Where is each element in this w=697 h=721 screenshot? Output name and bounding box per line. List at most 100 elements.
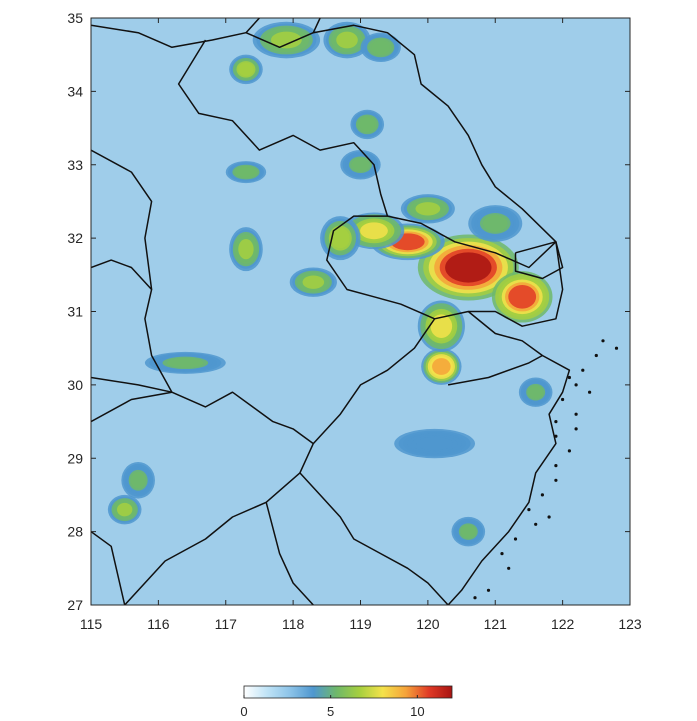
- hotspot-level: [360, 222, 388, 240]
- x-tick-label: 116: [147, 616, 170, 632]
- boundary-line: [124, 472, 301, 605]
- x-tick-label: 123: [618, 616, 642, 632]
- hotspot-level: [336, 31, 358, 49]
- hotspot-level: [371, 40, 391, 55]
- hotspot-level: [238, 62, 254, 77]
- hotspot: [323, 21, 371, 59]
- hotspot-level: [445, 252, 492, 283]
- y-tick-label: 29: [67, 450, 83, 466]
- y-tick-label: 33: [67, 157, 83, 173]
- island-mark: [581, 368, 585, 372]
- hotspot: [417, 234, 519, 301]
- hotspot: [121, 461, 155, 499]
- hotspot-level: [482, 215, 508, 232]
- hotspot-level: [116, 502, 133, 517]
- hotspot-level: [432, 358, 451, 375]
- hotspot-level: [270, 31, 302, 49]
- y-tick-label: 28: [67, 524, 83, 540]
- island-mark: [554, 464, 558, 468]
- island-mark: [473, 596, 477, 600]
- island-mark: [614, 346, 619, 350]
- province-boundaries: [91, 18, 571, 605]
- hotspot-level: [166, 357, 204, 368]
- colorbar-tick-label: 0: [240, 704, 247, 719]
- x-tick-label: 118: [282, 616, 305, 632]
- island-mark: [574, 412, 578, 416]
- hotspot-level: [415, 202, 441, 216]
- colorbar-tick-label: 5: [327, 704, 334, 719]
- hotspot-level: [430, 314, 453, 338]
- hotspot: [289, 267, 337, 297]
- island-mark: [507, 566, 511, 570]
- concentration-field: [107, 21, 553, 547]
- y-tick-label: 27: [67, 597, 83, 613]
- hotspot-level: [330, 228, 350, 249]
- island-mark: [500, 552, 504, 556]
- y-tick-label: 34: [67, 83, 83, 99]
- island-mark: [594, 353, 598, 358]
- boundary-line: [447, 310, 571, 605]
- boundary-line: [299, 318, 449, 605]
- hotspot-level: [130, 471, 146, 489]
- hotspot: [421, 348, 462, 385]
- hotspot-level: [416, 436, 454, 451]
- island-mark: [601, 339, 605, 343]
- hotspot: [340, 150, 381, 180]
- hotspot: [225, 161, 267, 184]
- island-mark: [554, 434, 558, 438]
- y-tick-label: 31: [67, 304, 83, 320]
- colorbar-tick-label: 10: [410, 704, 424, 719]
- hotspot: [229, 227, 263, 272]
- island-mark: [561, 397, 565, 402]
- x-tick-label: 120: [416, 616, 440, 632]
- boundary-line: [245, 18, 260, 34]
- x-axis-ticks: 115 116 117 118 119 120 121 122 123: [80, 18, 642, 632]
- boundary-line: [265, 502, 314, 605]
- hotspot-level: [236, 167, 256, 178]
- island-mark: [554, 420, 558, 424]
- hotspot-level: [351, 158, 370, 172]
- hotspot: [252, 21, 321, 59]
- boundary-line: [91, 376, 314, 445]
- hotspot: [400, 194, 455, 224]
- hotspot: [144, 351, 226, 374]
- island-mark: [527, 508, 531, 512]
- hotspot-level: [238, 239, 254, 260]
- island-mark: [567, 375, 572, 380]
- hotspot: [350, 109, 385, 140]
- x-tick-label: 122: [551, 616, 575, 632]
- hotspot: [360, 32, 401, 63]
- hotspot: [229, 54, 263, 85]
- hotspot: [518, 377, 553, 407]
- colorbar: 0 5 10: [240, 685, 453, 719]
- island-mark: [554, 478, 558, 482]
- boundary-line: [91, 149, 153, 290]
- hotspot: [107, 494, 142, 525]
- hotspot: [417, 300, 465, 352]
- hotspot-level: [359, 117, 375, 132]
- x-tick-label: 121: [484, 616, 508, 632]
- boundary-line: [447, 354, 543, 386]
- y-tick-label: 30: [67, 377, 83, 393]
- hotspot-level: [508, 285, 537, 309]
- colorbar-ticks: 0 5 10: [240, 695, 425, 719]
- colorbar-bar: [243, 685, 453, 699]
- hotspot: [394, 428, 476, 459]
- hotspot-level: [460, 524, 476, 539]
- island-mark: [574, 427, 578, 431]
- boundary-line: [312, 18, 321, 34]
- boundary-line: [326, 215, 564, 327]
- coastal-islands: [473, 339, 619, 600]
- boundary-line: [91, 24, 557, 243]
- island-mark: [567, 449, 572, 453]
- island-mark: [540, 493, 545, 497]
- boundary-line: [177, 39, 389, 217]
- hotspot: [491, 271, 553, 323]
- island-mark: [547, 515, 551, 519]
- island-mark: [486, 588, 491, 592]
- island-mark: [534, 522, 538, 526]
- island-mark: [588, 390, 592, 394]
- hotspot-level: [302, 275, 325, 289]
- hotspot: [451, 516, 486, 547]
